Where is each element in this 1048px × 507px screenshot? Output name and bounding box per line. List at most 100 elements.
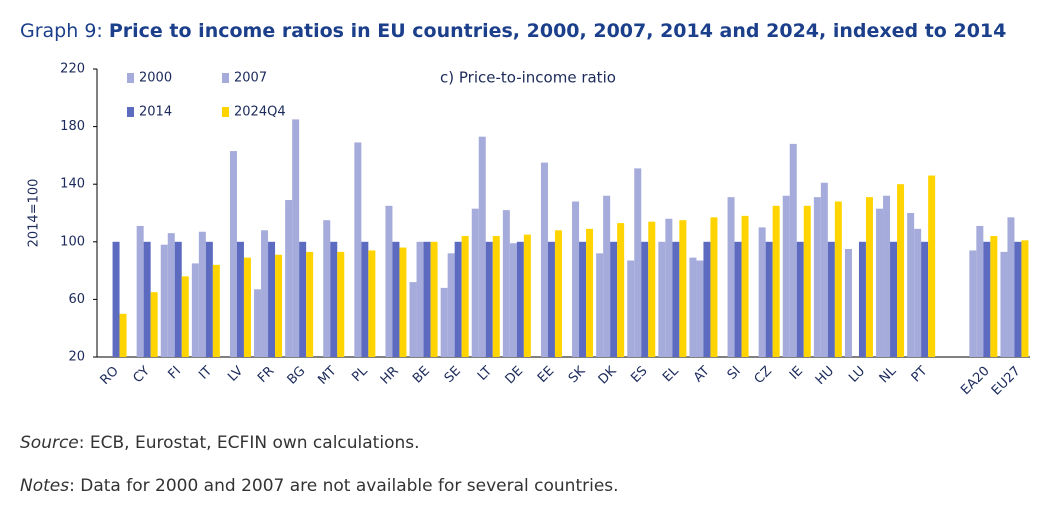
source: Source: ECB, Eurostat, ECFIN own calcula… bbox=[20, 433, 420, 453]
bar bbox=[858, 241, 866, 357]
bar bbox=[509, 243, 517, 357]
bar bbox=[789, 143, 797, 357]
bar bbox=[160, 244, 168, 357]
bar bbox=[679, 220, 687, 357]
bar bbox=[572, 201, 580, 357]
x-tick-label: DK bbox=[596, 363, 620, 387]
x-tick-label: BE bbox=[410, 364, 433, 387]
x-tick-label: CY bbox=[130, 364, 153, 387]
bar bbox=[447, 253, 455, 357]
x-tick-label: EA20 bbox=[958, 364, 992, 398]
bar bbox=[261, 230, 269, 357]
legend-swatch bbox=[127, 73, 134, 83]
bar bbox=[844, 249, 852, 357]
bar bbox=[596, 253, 604, 357]
bar bbox=[471, 208, 479, 357]
bar bbox=[409, 282, 417, 357]
x-tick-label: BG bbox=[285, 364, 309, 388]
bar bbox=[876, 208, 884, 357]
x-tick-label: PT bbox=[909, 364, 931, 386]
bar bbox=[820, 182, 828, 357]
bar bbox=[969, 250, 977, 357]
legend-label: 2007 bbox=[234, 71, 267, 86]
bar bbox=[354, 142, 362, 357]
bar bbox=[205, 241, 213, 357]
bar bbox=[540, 162, 548, 357]
bar bbox=[323, 220, 331, 357]
bar bbox=[136, 225, 144, 357]
bar bbox=[741, 215, 749, 357]
bar bbox=[827, 241, 835, 357]
bar bbox=[865, 197, 873, 357]
title-label: Graph 9: bbox=[20, 20, 103, 42]
x-tick-label: LT bbox=[475, 364, 495, 384]
bar bbox=[119, 313, 127, 357]
title-text: Price to income ratios in EU countries, … bbox=[109, 20, 1007, 42]
x-tick-label: FI bbox=[165, 364, 184, 383]
bar bbox=[516, 241, 524, 357]
bar bbox=[1021, 240, 1029, 357]
bar bbox=[907, 213, 915, 357]
bar bbox=[579, 241, 587, 357]
bar bbox=[112, 241, 120, 357]
x-tick-label: NL bbox=[877, 363, 900, 386]
bar bbox=[586, 228, 594, 357]
bar bbox=[174, 241, 182, 357]
notes-text: : Data for 2000 and 2007 are not availab… bbox=[69, 476, 618, 496]
bar bbox=[648, 221, 656, 357]
bar bbox=[897, 184, 905, 357]
bar bbox=[268, 241, 276, 357]
x-tick-label: HR bbox=[378, 364, 402, 388]
bar bbox=[696, 260, 704, 357]
bar bbox=[710, 217, 718, 357]
bar bbox=[299, 241, 307, 357]
x-tick-label: HU bbox=[813, 364, 837, 388]
x-tick-label: CZ bbox=[752, 364, 775, 387]
x-tick-label: AT bbox=[691, 364, 713, 386]
bar bbox=[727, 197, 735, 357]
x-tick-label: EE bbox=[535, 364, 557, 386]
bar bbox=[782, 195, 790, 357]
x-tick-label: SE bbox=[442, 364, 464, 386]
y-tick-label: 180 bbox=[60, 119, 85, 134]
x-tick-label: DE bbox=[503, 364, 527, 388]
bar bbox=[928, 175, 936, 357]
bar bbox=[1014, 241, 1022, 357]
bar bbox=[890, 241, 898, 357]
bar bbox=[883, 195, 891, 357]
bar bbox=[285, 200, 293, 357]
bar bbox=[976, 225, 984, 357]
bar bbox=[368, 250, 376, 357]
notes: Notes: Data for 2000 and 2007 are not av… bbox=[20, 476, 619, 496]
source-text: : ECB, Eurostat, ECFIN own calculations. bbox=[79, 433, 420, 453]
bar bbox=[254, 289, 262, 357]
x-tick-label: IT bbox=[196, 364, 215, 383]
bar bbox=[143, 241, 151, 357]
bar bbox=[734, 241, 742, 357]
bar bbox=[392, 241, 400, 357]
legend-label: 2000 bbox=[139, 71, 172, 86]
bar bbox=[423, 241, 431, 357]
bar bbox=[181, 276, 189, 357]
bar bbox=[492, 236, 500, 357]
legend-swatch bbox=[222, 107, 229, 117]
bar bbox=[430, 241, 438, 357]
bar bbox=[1007, 217, 1015, 357]
bar bbox=[627, 260, 635, 357]
bar bbox=[236, 241, 244, 357]
y-tick-label: 140 bbox=[60, 177, 85, 192]
bar bbox=[758, 227, 766, 357]
x-tick-label: FR bbox=[255, 364, 277, 386]
bar bbox=[765, 241, 773, 357]
x-tick-label: SI bbox=[725, 364, 744, 383]
bar bbox=[834, 201, 842, 357]
bar bbox=[385, 205, 393, 357]
bar bbox=[440, 287, 448, 357]
legend-swatch bbox=[222, 73, 229, 83]
bar bbox=[983, 241, 991, 357]
bar bbox=[703, 241, 711, 357]
bar bbox=[617, 223, 625, 357]
x-tick-label: IE bbox=[787, 364, 806, 383]
annotation: c) Price-to-income ratio bbox=[440, 69, 616, 87]
